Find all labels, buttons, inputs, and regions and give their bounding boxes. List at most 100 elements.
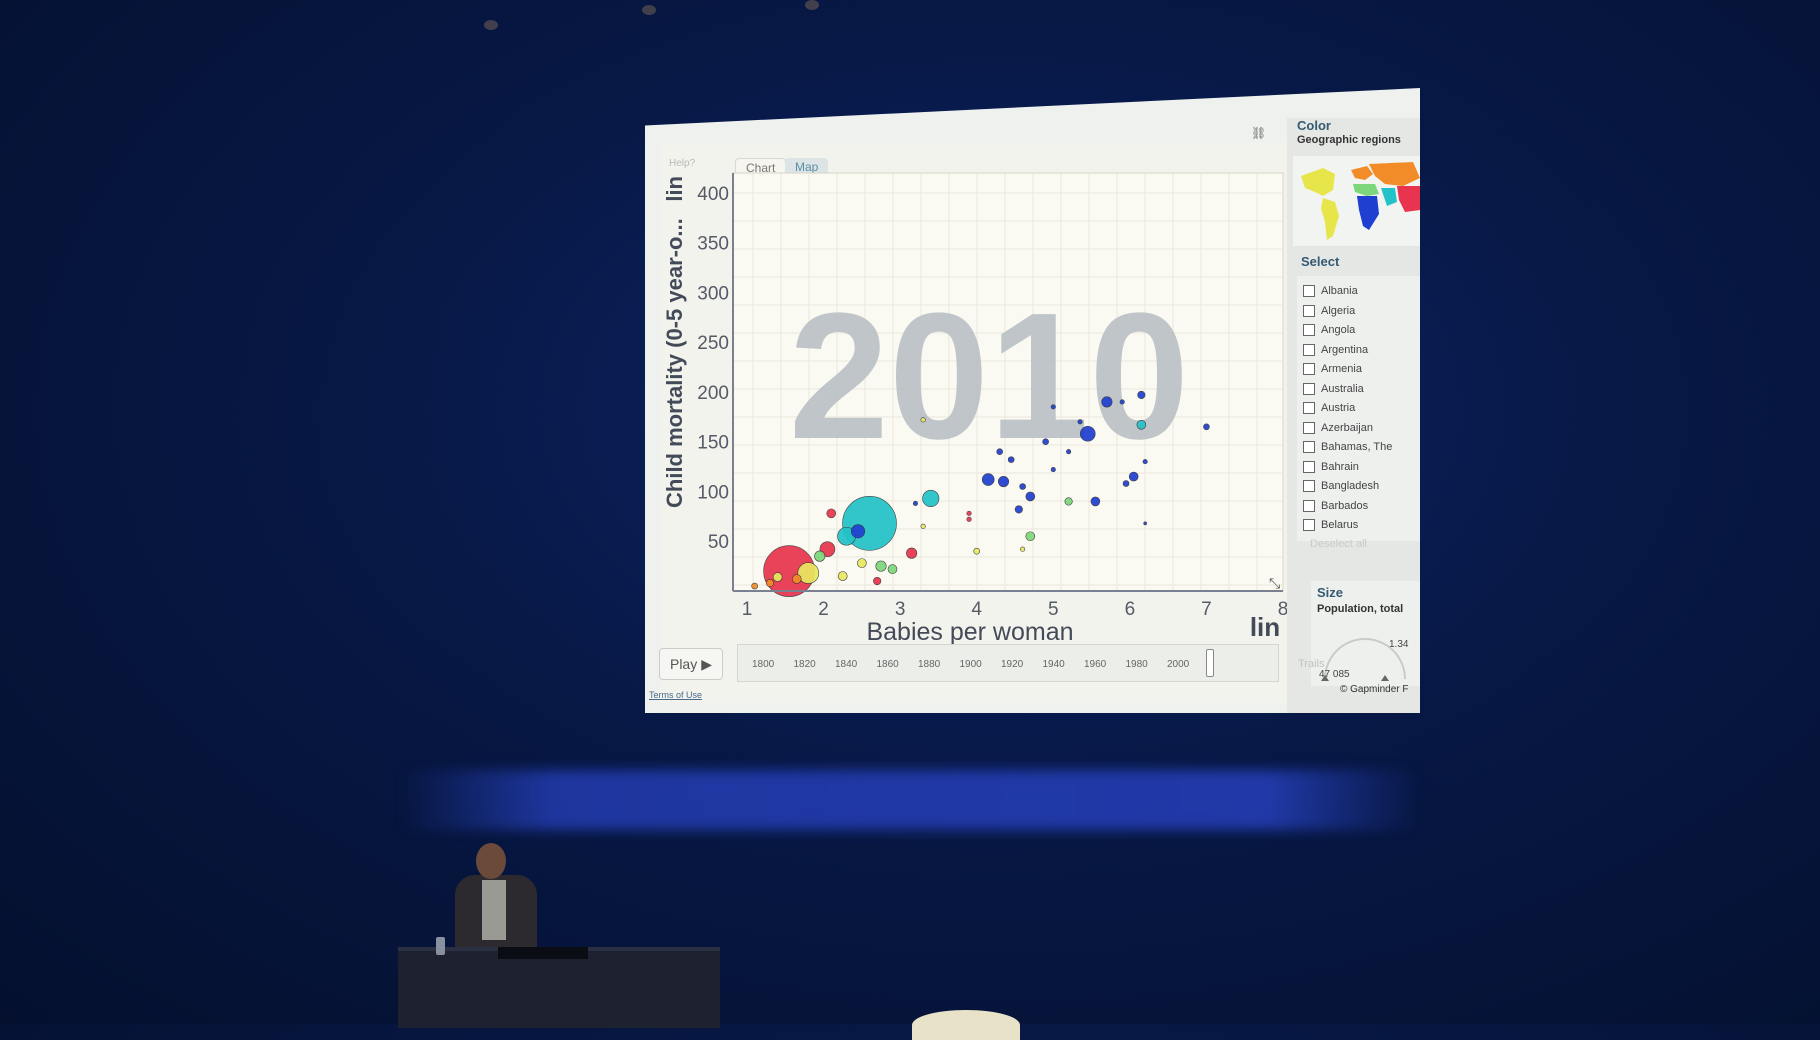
size-subtitle[interactable]: Population, total — [1317, 603, 1404, 615]
bubble-americas[interactable] — [973, 547, 981, 555]
y-axis-label[interactable]: Child mortality (0-5 year-o... — [662, 218, 687, 508]
checkbox[interactable] — [1303, 363, 1315, 375]
audience-head — [912, 1010, 1020, 1040]
bubble-sub_saharan_africa[interactable] — [1025, 491, 1036, 502]
bubble-middle_east_north_africa[interactable] — [1025, 531, 1036, 542]
country-checkbox-row[interactable]: Angola — [1303, 321, 1355, 339]
bubble-sub_saharan_africa[interactable] — [1137, 390, 1146, 399]
bubble-sub_saharan_africa[interactable] — [1079, 425, 1096, 442]
color-subtitle[interactable]: Geographic regions — [1297, 134, 1401, 146]
checkbox[interactable] — [1303, 480, 1315, 492]
bubble-sub_saharan_africa[interactable] — [997, 475, 1010, 488]
bubble-americas[interactable] — [772, 572, 783, 582]
link-icon[interactable]: ⛓ — [1251, 126, 1267, 140]
checkbox[interactable] — [1303, 441, 1315, 453]
bubble-sub_saharan_africa[interactable] — [1019, 483, 1026, 490]
country-checkbox-row[interactable]: Azerbaijan — [1303, 419, 1373, 437]
bubble-east_asia_pacific[interactable] — [966, 516, 972, 522]
terms-of-use-link[interactable]: Terms of Use — [649, 690, 703, 700]
checkbox[interactable] — [1303, 324, 1315, 336]
x-axis-label[interactable]: Babies per woman — [866, 618, 1073, 646]
checkbox[interactable] — [1303, 285, 1315, 297]
country-select-list[interactable]: Albania Algeria Angola Argentina Armenia Aust… — [1297, 276, 1420, 541]
bubble-sub_saharan_africa[interactable] — [1050, 467, 1056, 473]
bubble-middle_east_north_africa[interactable] — [887, 564, 898, 574]
bubble-europe_central_asia[interactable] — [751, 582, 758, 590]
bubble-sub_saharan_africa[interactable] — [1042, 438, 1049, 446]
country-checkbox-row[interactable]: Algeria — [1303, 302, 1355, 320]
bubble-sub_saharan_africa[interactable] — [1077, 419, 1083, 425]
expand-icon[interactable]: ⤡ — [1269, 575, 1280, 591]
size-slider[interactable] — [1311, 619, 1420, 689]
bubble-europe_central_asia[interactable] — [765, 578, 775, 588]
bubble-americas[interactable] — [797, 562, 820, 584]
size-max-value: 1.34 — [1389, 639, 1409, 650]
country-checkbox-row[interactable]: Bahrain — [1303, 458, 1359, 476]
bubble-sub_saharan_africa[interactable] — [1143, 521, 1147, 526]
y-scale-label[interactable]: lin — [662, 176, 687, 202]
x-tick-label: 6 — [1125, 599, 1136, 620]
country-checkbox-row[interactable]: Bahamas, The — [1303, 438, 1392, 456]
bubble-sub_saharan_africa[interactable] — [996, 448, 1003, 455]
x-scale-label[interactable]: lin — [1250, 612, 1280, 642]
deselect-all-button[interactable]: Deselect all — [1310, 538, 1367, 550]
bubble-americas[interactable] — [920, 523, 926, 529]
bubble-sub_saharan_africa[interactable] — [1119, 399, 1125, 405]
y-tick-label: 250 — [697, 333, 729, 354]
bubble-south_asia[interactable] — [1136, 419, 1147, 430]
help-link[interactable]: Help? — [669, 158, 696, 169]
bubble-americas[interactable] — [920, 417, 926, 423]
year-timeline-slider[interactable]: Trails 1800 1820 1840 1860 1880 1900 1920 1940 1… — [737, 644, 1324, 682]
bubble-sub_saharan_africa[interactable] — [1014, 505, 1023, 514]
bubble-sub_saharan_africa[interactable] — [1122, 480, 1130, 487]
bubble-sub_saharan_africa[interactable] — [1128, 471, 1139, 482]
country-checkbox-row[interactable]: Barbados — [1303, 497, 1368, 515]
checkbox[interactable] — [1303, 460, 1315, 473]
checkbox[interactable] — [1303, 421, 1315, 434]
country-checkbox-row[interactable]: Belarus — [1303, 516, 1358, 534]
bubble-sub_saharan_africa[interactable] — [850, 524, 866, 539]
bubble-sub_saharan_africa[interactable] — [1142, 459, 1148, 465]
bubble-sub_saharan_africa[interactable] — [1007, 456, 1015, 463]
checkbox[interactable] — [1303, 382, 1315, 395]
x-tick-label: 3 — [895, 599, 906, 620]
bubble-sub_saharan_africa[interactable] — [1090, 496, 1101, 507]
country-checkbox-row[interactable]: Albania — [1303, 282, 1358, 300]
bubble-sub_saharan_africa[interactable] — [1050, 404, 1056, 410]
checkbox[interactable] — [1303, 402, 1315, 414]
checkbox[interactable] — [1303, 304, 1315, 317]
checkbox[interactable] — [1303, 519, 1315, 531]
bubble-middle_east_north_africa[interactable] — [875, 560, 887, 572]
bubble-middle_east_north_africa[interactable] — [1064, 497, 1073, 506]
bubble-east_asia_pacific[interactable] — [966, 510, 972, 516]
trails-toggle[interactable]: Trails — [1298, 658, 1325, 670]
bubble-europe_central_asia[interactable] — [791, 574, 802, 584]
bubble-east_asia_pacific[interactable] — [826, 508, 837, 519]
bubble-sub_saharan_africa[interactable] — [912, 500, 919, 506]
x-tick-label: 8 — [1278, 599, 1287, 620]
world-map-legend[interactable] — [1293, 156, 1420, 246]
country-checkbox-row[interactable]: Bangladesh — [1303, 477, 1379, 495]
country-checkbox-row[interactable]: Argentina — [1303, 341, 1368, 359]
bubble-east_asia_pacific[interactable] — [906, 547, 918, 559]
bubble-americas[interactable] — [1020, 546, 1026, 552]
y-tick-label: 300 — [697, 283, 729, 304]
bubble-south_asia[interactable] — [922, 489, 940, 507]
size-slider-max-handle[interactable] — [1381, 675, 1389, 681]
bubble-americas[interactable] — [857, 558, 867, 568]
bubble-sub_saharan_africa[interactable] — [1066, 449, 1072, 455]
timeline-handle[interactable] — [1206, 649, 1214, 677]
play-button[interactable]: Play ▶ — [659, 648, 723, 680]
country-checkbox-row[interactable]: Austria — [1303, 399, 1355, 417]
bubble-sub_saharan_africa[interactable] — [1203, 423, 1210, 431]
bubble-sub_saharan_africa[interactable] — [981, 473, 995, 486]
bubble-americas[interactable] — [837, 571, 848, 581]
country-checkbox-row[interactable]: Armenia — [1303, 360, 1362, 378]
checkbox[interactable] — [1303, 499, 1315, 512]
bubble-east_asia_pacific[interactable] — [873, 576, 882, 586]
bubble-sub_saharan_africa[interactable] — [1101, 396, 1113, 408]
size-slider-min-handle[interactable] — [1321, 675, 1329, 681]
country-checkbox-row[interactable]: Australia — [1303, 380, 1364, 398]
bubble-middle_east_north_africa[interactable] — [814, 550, 826, 562]
checkbox[interactable] — [1303, 343, 1315, 356]
